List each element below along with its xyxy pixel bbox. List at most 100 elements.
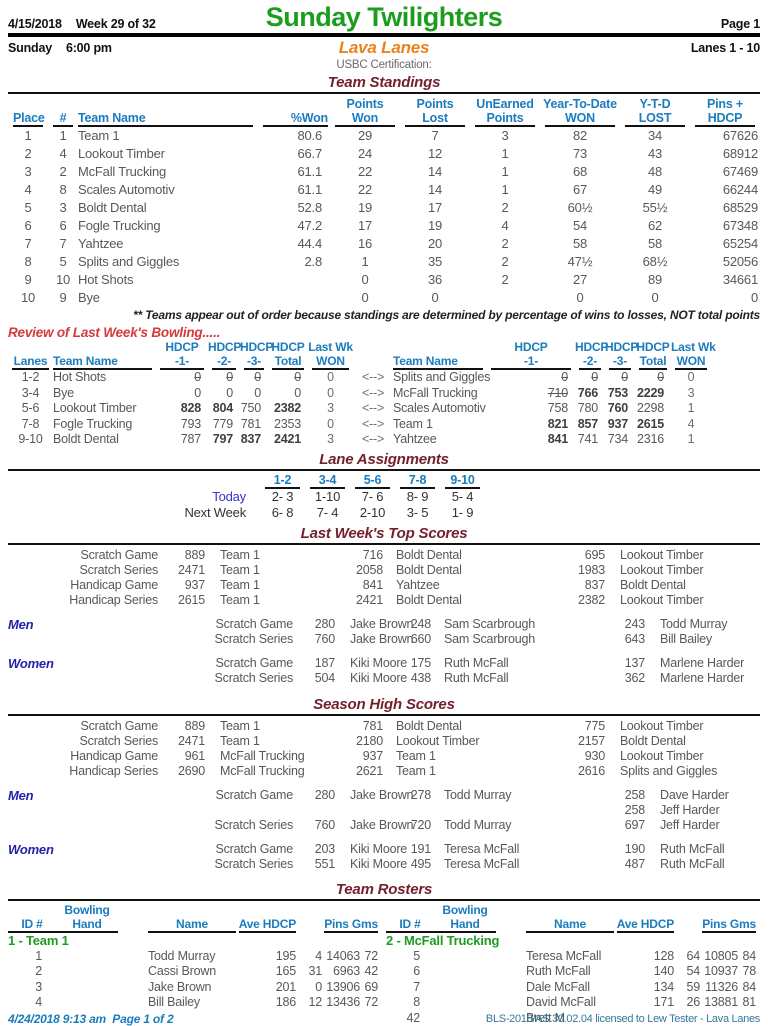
pins-plus-hdcp: 67469 bbox=[690, 163, 760, 181]
page-number: Page 1 bbox=[560, 17, 760, 31]
today-pairing: 1-10 bbox=[305, 489, 350, 506]
roster-left: Bowling ID # Hand Name Ave HDCP Pins Gms… bbox=[8, 903, 378, 1026]
player-name: David McFall bbox=[496, 995, 614, 1011]
unearned-points: 2 bbox=[470, 235, 540, 253]
place: 8 bbox=[8, 253, 48, 271]
men-label: Men bbox=[8, 617, 33, 632]
pct-won: 61.1 bbox=[258, 181, 330, 199]
player-name: Todd Murray bbox=[118, 949, 236, 965]
standings-row: 7 7 Yahtzee 44.4 16 20 2 58 58 65254 bbox=[8, 235, 760, 253]
player-hdcp: 64 bbox=[674, 949, 700, 965]
score-category: Scratch Series bbox=[8, 734, 158, 749]
header-rule bbox=[8, 33, 760, 37]
place: 4 bbox=[8, 181, 48, 199]
score-row: Handicap Game 961 McFall Trucking 937 Te… bbox=[8, 749, 760, 764]
player-name: Bill Bailey bbox=[118, 995, 236, 1011]
ytd-lost: 58 bbox=[620, 235, 690, 253]
player-pins: 10805 bbox=[700, 949, 738, 965]
pct-won: 47.2 bbox=[258, 217, 330, 235]
left-game3: 750 bbox=[240, 401, 268, 417]
score-row: Handicap Series 2690 McFall Trucking 262… bbox=[8, 764, 760, 779]
player-hdcp: 0 bbox=[296, 980, 322, 996]
software-license-text: BLS-2018/AS 30.02.04 licensed to Lew Tes… bbox=[486, 1013, 760, 1025]
season-men-scores: Men Scratch Game 280 Jake Brown 278 Todd… bbox=[8, 788, 760, 833]
today-pairing: 7- 6 bbox=[350, 489, 395, 506]
player-ave: 134 bbox=[614, 980, 674, 996]
last-week-scores-heading: Last Week's Top Scores bbox=[8, 525, 760, 545]
right-lastwk-won: 1 bbox=[671, 432, 711, 448]
standings-row: 9 10 Hot Shots 0 36 2 27 89 34661 bbox=[8, 271, 760, 289]
bowling-hand bbox=[56, 964, 118, 980]
ytd-won: 47½ bbox=[540, 253, 620, 271]
points-lost: 0 bbox=[400, 289, 470, 307]
points-won: 24 bbox=[330, 145, 400, 163]
right-team-name: Splits and Giggles bbox=[393, 370, 487, 386]
left-team-name: Fogle Trucking bbox=[53, 417, 156, 433]
unearned-points: 2 bbox=[470, 199, 540, 217]
pins-plus-hdcp: 65254 bbox=[690, 235, 760, 253]
next-week-pairing: 6- 8 bbox=[260, 505, 305, 522]
left-game2: 0 bbox=[208, 386, 240, 402]
player-pins: 13436 bbox=[322, 995, 360, 1011]
player-name: Jake Brown bbox=[118, 980, 236, 996]
player-gms: 84 bbox=[738, 980, 756, 996]
rosters-heading: Team Rosters bbox=[8, 881, 760, 901]
ytd-lost: 43 bbox=[620, 145, 690, 163]
player-pins: 13906 bbox=[322, 980, 360, 996]
place: 9 bbox=[8, 271, 48, 289]
bowling-hand bbox=[56, 949, 118, 965]
roster-player-row: 2 Cassi Brown 165 31 6963 42 bbox=[8, 964, 378, 980]
points-lost: 14 bbox=[400, 163, 470, 181]
unearned-points bbox=[470, 289, 540, 307]
ytd-won: 0 bbox=[540, 289, 620, 307]
versus-arrow-icon: <--> bbox=[353, 386, 393, 402]
ytd-lost: 55½ bbox=[620, 199, 690, 217]
left-game1: 828 bbox=[156, 401, 208, 417]
points-lost: 14 bbox=[400, 181, 470, 199]
standings-row: 8 5 Splits and Giggles 2.8 1 35 2 47½ 68… bbox=[8, 253, 760, 271]
standings-note: ** Teams appear out of order because sta… bbox=[8, 308, 760, 322]
week-number: Week 29 of 32 bbox=[76, 17, 156, 31]
ytd-won: 73 bbox=[540, 145, 620, 163]
print-date-time: 4/24/2018 9:13 am bbox=[8, 1012, 106, 1026]
score-row: Handicap Game 937 Team 1 841 Yahtzee 837… bbox=[8, 578, 760, 593]
place: 1 bbox=[8, 127, 48, 145]
season-women-scores: Women Scratch Game 203 Kiki Moore 191 Te… bbox=[8, 842, 760, 872]
review-row: 5-6 Lookout Timber 828 804 750 2382 3 <-… bbox=[8, 401, 760, 417]
right-team-name: McFall Trucking bbox=[393, 386, 487, 402]
right-game2: 741 bbox=[575, 432, 605, 448]
today-pairing: 8- 9 bbox=[395, 489, 440, 506]
score-category: Scratch Game bbox=[8, 617, 293, 632]
unearned-points: 1 bbox=[470, 181, 540, 199]
ytd-lost: 62 bbox=[620, 217, 690, 235]
player-gms: 84 bbox=[738, 949, 756, 965]
roster-player-row: 8 David McFall 171 26 13881 81 bbox=[386, 995, 756, 1011]
right-game1: 0 bbox=[487, 370, 575, 386]
points-won: 22 bbox=[330, 163, 400, 181]
team-name: Yahtzee bbox=[78, 235, 258, 253]
points-won: 0 bbox=[330, 271, 400, 289]
lanes-pair: 5-6 bbox=[8, 401, 53, 417]
score-row: Scratch Game 203 Kiki Moore 191 Teresa M… bbox=[8, 842, 760, 857]
standings-row: 4 8 Scales Automotiv 61.1 22 14 1 67 49 … bbox=[8, 181, 760, 199]
roster-player-row: 1 Todd Murray 195 4 14063 72 bbox=[8, 949, 378, 965]
player-pins: 10937 bbox=[700, 964, 738, 980]
player-id: 6 bbox=[386, 964, 434, 980]
score-row: 258 Jeff Harder bbox=[8, 803, 760, 818]
lanes-pair: 1-2 bbox=[8, 370, 53, 386]
score-row: Scratch Series 551 Kiki Moore 495 Teresa… bbox=[8, 857, 760, 872]
versus-arrow-icon: <--> bbox=[353, 370, 393, 386]
player-ave: 128 bbox=[614, 949, 674, 965]
score-category: Scratch Series bbox=[8, 671, 293, 686]
player-pins: 13881 bbox=[700, 995, 738, 1011]
lanes-pair: 7-8 bbox=[8, 417, 53, 433]
unearned-points: 2 bbox=[470, 253, 540, 271]
review-row: 3-4 Bye 0 0 0 0 0 <--> McFall Trucking 7… bbox=[8, 386, 760, 402]
pins-plus-hdcp: 68912 bbox=[690, 145, 760, 163]
report-date: 4/15/2018 bbox=[8, 17, 62, 31]
standings-row: 6 6 Fogle Trucking 47.2 17 19 4 54 62 67… bbox=[8, 217, 760, 235]
bowling-hand bbox=[434, 980, 496, 996]
report-footer: 4/24/2018 9:13 am Page 1 of 2 bbox=[8, 1012, 378, 1026]
